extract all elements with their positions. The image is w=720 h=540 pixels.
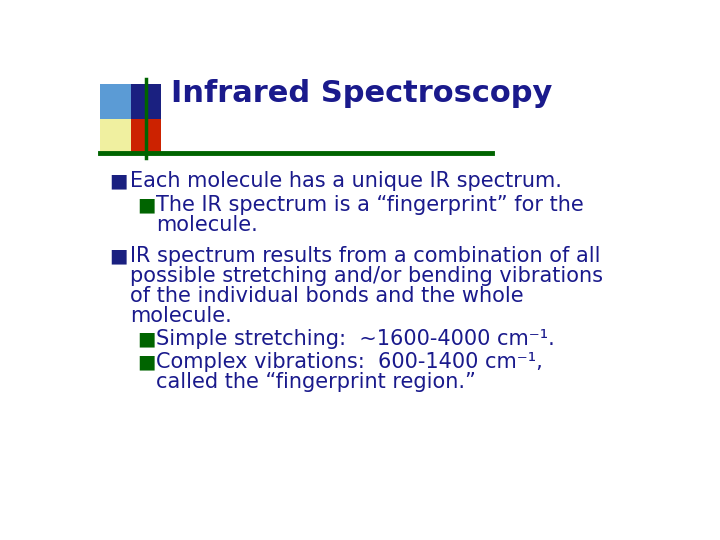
Text: ■: ■ <box>109 247 128 266</box>
Bar <box>100 119 131 152</box>
Text: ■: ■ <box>109 172 128 191</box>
Text: The IR spectrum is a “fingerprint” for the: The IR spectrum is a “fingerprint” for t… <box>156 195 584 215</box>
Text: ■: ■ <box>138 330 156 349</box>
Text: of the individual bonds and the whole: of the individual bonds and the whole <box>130 286 524 306</box>
Text: possible stretching and/or bending vibrations: possible stretching and/or bending vibra… <box>130 266 603 286</box>
Text: IR spectrum results from a combination of all: IR spectrum results from a combination o… <box>130 246 600 266</box>
Text: called the “fingerprint region.”: called the “fingerprint region.” <box>156 372 476 392</box>
Text: Infrared Spectroscopy: Infrared Spectroscopy <box>171 79 552 109</box>
Text: Each molecule has a unique IR spectrum.: Each molecule has a unique IR spectrum. <box>130 171 562 191</box>
Text: Simple stretching:  ~1600-4000 cm⁻¹.: Simple stretching: ~1600-4000 cm⁻¹. <box>156 329 554 349</box>
Text: molecule.: molecule. <box>130 306 232 326</box>
Text: ■: ■ <box>138 195 156 214</box>
Bar <box>131 119 161 152</box>
Text: molecule.: molecule. <box>156 215 258 235</box>
Bar <box>100 84 131 119</box>
Text: Complex vibrations:  600-1400 cm⁻¹,: Complex vibrations: 600-1400 cm⁻¹, <box>156 352 543 372</box>
Bar <box>131 84 161 119</box>
Text: ■: ■ <box>138 353 156 372</box>
